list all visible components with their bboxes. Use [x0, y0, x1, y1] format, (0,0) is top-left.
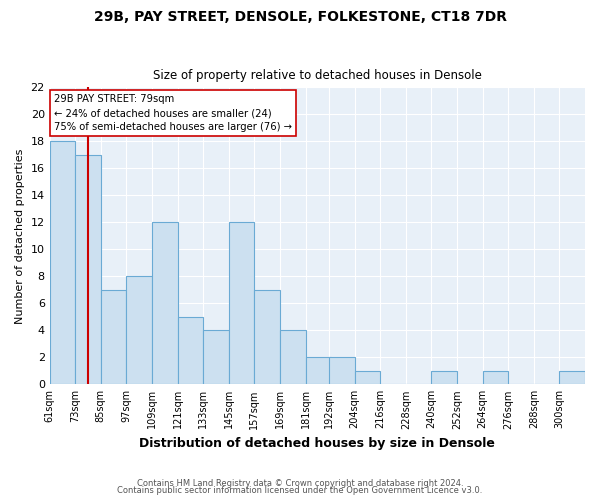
Text: Contains HM Land Registry data © Crown copyright and database right 2024.: Contains HM Land Registry data © Crown c…	[137, 478, 463, 488]
Text: 29B PAY STREET: 79sqm
← 24% of detached houses are smaller (24)
75% of semi-deta: 29B PAY STREET: 79sqm ← 24% of detached …	[54, 94, 292, 132]
Bar	[559, 371, 585, 384]
X-axis label: Distribution of detached houses by size in Densole: Distribution of detached houses by size …	[139, 437, 495, 450]
Bar	[203, 330, 229, 384]
Text: Contains public sector information licensed under the Open Government Licence v3: Contains public sector information licen…	[118, 486, 482, 495]
Y-axis label: Number of detached properties: Number of detached properties	[15, 148, 25, 324]
Title: Size of property relative to detached houses in Densole: Size of property relative to detached ho…	[153, 69, 482, 82]
Bar	[280, 330, 305, 384]
Bar	[127, 276, 152, 384]
Bar	[75, 155, 101, 384]
Bar	[482, 371, 508, 384]
Bar	[355, 371, 380, 384]
Bar	[431, 371, 457, 384]
Bar	[50, 142, 75, 384]
Bar	[329, 358, 355, 384]
Bar	[101, 290, 127, 384]
Text: 29B, PAY STREET, DENSOLE, FOLKESTONE, CT18 7DR: 29B, PAY STREET, DENSOLE, FOLKESTONE, CT…	[94, 10, 506, 24]
Bar	[229, 222, 254, 384]
Bar	[254, 290, 280, 384]
Bar	[305, 358, 331, 384]
Bar	[152, 222, 178, 384]
Bar	[178, 317, 203, 384]
